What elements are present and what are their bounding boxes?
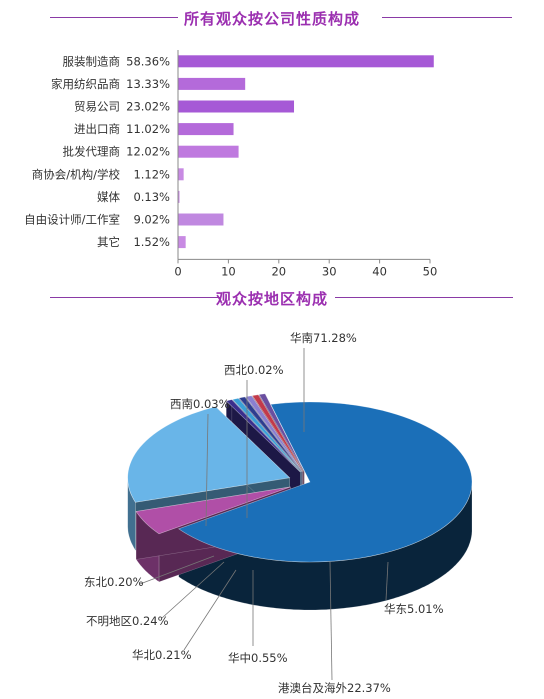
slice-label: 不明地区0.24% bbox=[86, 614, 169, 628]
value-label: 12.02% bbox=[126, 145, 170, 159]
slice-label-value: 22.37% bbox=[347, 681, 391, 695]
slice-label-name: 华东 bbox=[384, 602, 407, 616]
category-label: 家用纺织品商 bbox=[51, 77, 120, 91]
bar bbox=[178, 55, 434, 68]
leader-line bbox=[161, 561, 225, 619]
category-label: 媒体 bbox=[97, 190, 120, 204]
pie-chart-title: 观众按地区构成 bbox=[215, 290, 328, 308]
slice-label-value: 0.03% bbox=[193, 397, 230, 411]
slice-label-value: 0.20% bbox=[107, 575, 144, 589]
slice-label: 西北0.02% bbox=[224, 363, 284, 377]
value-label: 23.02% bbox=[126, 100, 170, 114]
slice-label-name: 华南 bbox=[290, 331, 313, 345]
slice-label: 华南71.28% bbox=[290, 331, 357, 345]
category-label: 自由设计师/工作室 bbox=[24, 213, 120, 227]
title-rule-left bbox=[50, 17, 178, 18]
leader-line bbox=[205, 413, 209, 527]
bar bbox=[178, 100, 295, 113]
bar bbox=[178, 77, 246, 90]
slice-top bbox=[245, 395, 303, 472]
slice-label-value: 0.02% bbox=[247, 363, 284, 377]
slice-label-name: 东北 bbox=[84, 575, 107, 589]
bar bbox=[178, 213, 224, 226]
category-label: 批发代理商 bbox=[63, 145, 121, 159]
slice-label-value: 0.55% bbox=[251, 651, 288, 665]
x-tick-label: 50 bbox=[423, 264, 438, 278]
slice-label: 华北0.21% bbox=[132, 648, 192, 662]
title-rule-right bbox=[382, 17, 512, 18]
leader-line bbox=[139, 555, 215, 585]
slice-top bbox=[238, 396, 303, 472]
slice-label: 华中0.55% bbox=[228, 651, 288, 665]
x-tick-label: 20 bbox=[271, 264, 286, 278]
x-tick-label: 10 bbox=[221, 264, 236, 278]
slice-label: 华东5.01% bbox=[384, 602, 444, 616]
slice-label-name: 港澳台及海外 bbox=[278, 681, 347, 695]
value-label: 11.02% bbox=[126, 122, 170, 136]
slice-label-value: 0.24% bbox=[132, 614, 169, 628]
slice-top bbox=[258, 393, 305, 472]
slice-label-name: 西南 bbox=[170, 397, 193, 411]
pie-chart: 华南71.28% 华东5.01% 港澳台及海外22.37% 华中0.55% 华北0.21… bbox=[84, 331, 473, 695]
slice-label: 东北0.20% bbox=[84, 575, 144, 589]
pie-tops bbox=[127, 393, 473, 563]
value-label: 1.52% bbox=[133, 235, 170, 249]
x-tick-label: 30 bbox=[322, 264, 337, 278]
slice-label-name: 华中 bbox=[228, 651, 251, 665]
slice-label-value: 71.28% bbox=[313, 331, 357, 345]
leader-line bbox=[385, 561, 389, 601]
slice-top bbox=[178, 401, 473, 563]
category-label: 商协会/机构/学校 bbox=[32, 167, 121, 181]
category-label: 贸易公司 bbox=[74, 100, 120, 114]
bar bbox=[178, 145, 239, 158]
bar-chart: 服装制造商 58.36% 家用纺织品商 13.33% 贸易公司 23.02% 进出口商 11.… bbox=[24, 50, 438, 278]
category-label: 其它 bbox=[97, 235, 120, 249]
bar bbox=[178, 168, 184, 181]
bar-chart-header: 所有观众按公司性质构成 bbox=[0, 8, 544, 28]
slice-label-value: 5.01% bbox=[407, 602, 444, 616]
slice-top bbox=[225, 399, 301, 473]
category-label: 进出口商 bbox=[74, 122, 120, 136]
x-tick-label: 0 bbox=[174, 264, 181, 278]
bar bbox=[178, 123, 234, 136]
leader-line bbox=[329, 561, 333, 681]
slice-label-name: 华北 bbox=[132, 648, 155, 662]
x-tick-label: 40 bbox=[372, 264, 387, 278]
bar bbox=[178, 236, 186, 249]
title-rule-right bbox=[335, 297, 513, 298]
slice-top bbox=[135, 486, 291, 535]
value-label: 0.13% bbox=[133, 190, 170, 204]
bar bbox=[178, 190, 180, 203]
bar-chart-title: 所有观众按公司性质构成 bbox=[183, 10, 360, 28]
value-label: 9.02% bbox=[133, 213, 170, 227]
slice-label-name: 不明地区 bbox=[86, 614, 132, 628]
pie-labels: 华南71.28% 华东5.01% 港澳台及海外22.37% 华中0.55% 华北0.21… bbox=[84, 331, 444, 695]
value-label: 13.33% bbox=[126, 77, 170, 91]
slice-top bbox=[251, 394, 304, 472]
slice-label-name: 西北 bbox=[224, 363, 247, 377]
title-rule-left bbox=[50, 297, 220, 298]
category-label: 服装制造商 bbox=[63, 54, 121, 68]
slice-top bbox=[232, 397, 302, 473]
pie-chart-header: 观众按地区构成 bbox=[0, 288, 544, 308]
slice-top bbox=[127, 406, 291, 503]
value-label: 58.36% bbox=[126, 54, 170, 68]
leader-line bbox=[183, 569, 237, 651]
slice-label: 西南0.03% bbox=[170, 397, 230, 411]
value-label: 1.12% bbox=[133, 167, 170, 181]
slice-label-value: 0.21% bbox=[155, 648, 192, 662]
slice-label: 港澳台及海外22.37% bbox=[278, 681, 391, 695]
